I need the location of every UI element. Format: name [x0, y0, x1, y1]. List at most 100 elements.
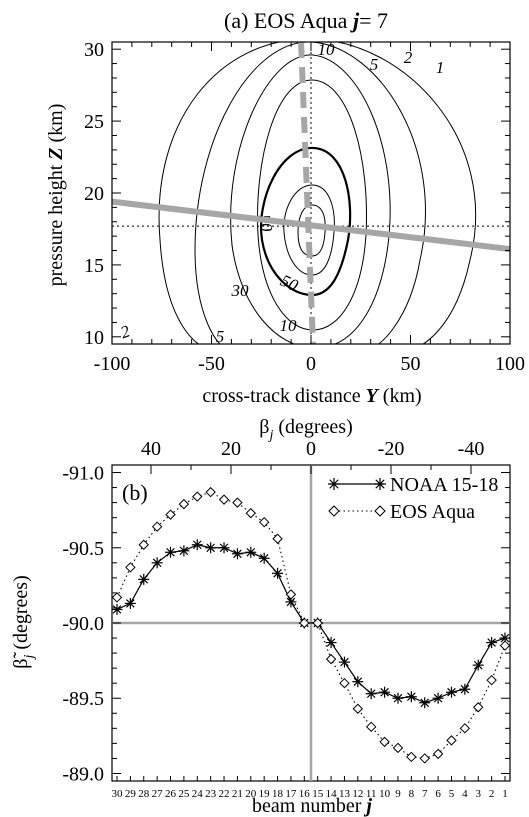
beam-number-label: 18 [272, 788, 284, 800]
beam-number-label: 27 [152, 788, 164, 800]
y-tick-label-a: 10 [84, 327, 104, 349]
y-tick-label-b: -89.0 [62, 763, 104, 785]
y-tick-label-a: 30 [84, 39, 104, 61]
x-axis-label-b: beam number j [252, 795, 372, 817]
beam-number-label: 16 [299, 788, 311, 800]
data-point-aqua [165, 509, 176, 520]
y-tick-label-b: -90.0 [62, 613, 104, 635]
ylabel-unit: (km) [45, 104, 67, 148]
data-point-noaa [325, 637, 337, 649]
beam-number-label: 25 [178, 788, 190, 800]
data-point-aqua [245, 507, 257, 519]
beam-number-label: 7 [422, 788, 428, 800]
data-point-noaa [231, 548, 243, 560]
top-axis-symbol: β [259, 416, 269, 438]
scan-dashed-line [298, 42, 316, 344]
legend-diamond [328, 505, 340, 517]
data-point-noaa [178, 545, 190, 557]
beam-number-label: 23 [205, 788, 217, 800]
beam-number-label: 8 [409, 788, 415, 800]
data-point-aqua [486, 674, 497, 686]
data-point-aqua [218, 494, 230, 505]
line-panel: βj (degrees) 30 29 28 27 26 25 24 23 22 21 20 19 18 1… [10, 416, 511, 817]
x-tick-label-a: 0 [306, 353, 316, 375]
data-point-aqua [419, 753, 430, 764]
contour-panel: (a) EOS Aqua j= 7 10 5 2 1 50 [45, 8, 525, 407]
data-point-noaa [472, 659, 484, 671]
contour-label: 2 [118, 321, 133, 342]
top-axis-unit: (degrees) [273, 416, 352, 438]
data-point-noaa [272, 567, 284, 579]
data-point-aqua [258, 516, 270, 528]
xlabel-var: Y [366, 385, 380, 407]
data-point-noaa [138, 573, 150, 585]
beam-number-label: 28 [138, 788, 150, 800]
panel-b-label: (b) [122, 480, 148, 505]
data-point-aqua [178, 498, 190, 510]
data-point-aqua [151, 521, 163, 532]
data-point-noaa [111, 603, 123, 615]
y-tick-label-a: 25 [84, 111, 104, 133]
data-point-aqua [365, 721, 377, 733]
top-axis-sub: j [267, 428, 273, 443]
data-point-aqua [272, 533, 283, 544]
ylabel-text: pressure height [45, 160, 67, 287]
xlabel-unit: (km) [378, 385, 422, 407]
contour-label: 50 [278, 271, 302, 296]
data-point-noaa [392, 692, 404, 704]
data-point-noaa [191, 539, 203, 551]
data-point-aqua [446, 735, 457, 746]
data-point-noaa [352, 676, 364, 688]
top-tick-label: 40 [141, 438, 161, 460]
x-tick-label-a: 50 [401, 353, 421, 375]
legend-label-noaa: NOAA 15-18 [390, 474, 498, 496]
data-point-aqua [473, 702, 484, 713]
chart-a-title: (a) EOS Aqua j= 7 [224, 8, 388, 33]
data-point-noaa [486, 637, 498, 649]
legend-label-aqua: EOS Aqua [390, 501, 475, 523]
beam-number-label: 14 [326, 788, 338, 800]
contour-label: 10 [318, 40, 336, 59]
data-point-aqua [499, 640, 511, 651]
top-axis-label: βj (degrees) [259, 416, 352, 443]
y-tick-label-a: 15 [84, 255, 104, 277]
contour-label: 10 [280, 316, 298, 335]
data-point-aqua [285, 589, 297, 600]
beam-number-label: 12 [352, 788, 363, 800]
beam-number-label: 30 [112, 788, 124, 800]
beam-number-label: 29 [125, 788, 137, 800]
data-point-noaa [379, 686, 391, 698]
top-tick-label: -20 [378, 438, 405, 460]
ylabel-unit-b: (degrees) [10, 575, 32, 654]
contour-lines [158, 42, 476, 344]
data-point-noaa [124, 597, 136, 609]
data-point-aqua [392, 742, 404, 754]
data-point-aqua [299, 617, 310, 629]
xlabel-text-b: beam number [252, 795, 366, 817]
data-point-noaa [432, 692, 444, 704]
beam-number-label: 17 [285, 788, 297, 800]
data-point-aqua [352, 703, 364, 714]
beam-number-label: 10 [379, 788, 391, 800]
beam-number-label: 15 [312, 788, 324, 800]
series-group [111, 486, 511, 764]
legend: NOAA 15-18 EOS Aqua [328, 474, 498, 523]
contour-2pct [194, 42, 426, 344]
data-point-noaa [338, 656, 350, 668]
y-tick-label-b: -89.5 [62, 688, 104, 710]
y-axis-label-a: pressure height Z (km) [45, 104, 67, 287]
data-point-aqua [379, 736, 390, 748]
title-suffix: = 7 [359, 8, 388, 33]
ylabel-var: Z [45, 148, 67, 161]
data-point-aqua [325, 653, 337, 665]
contour-label: 2 [404, 48, 413, 67]
x-tick-label-a: 100 [495, 353, 525, 375]
y-tick-label-b: -90.5 [62, 538, 104, 560]
ylabel-sub-b: j [22, 655, 37, 661]
data-point-aqua [138, 539, 149, 550]
top-tick-label: 20 [221, 438, 241, 460]
data-point-noaa [258, 552, 270, 564]
data-point-noaa [205, 542, 217, 554]
beam-number-label: 2 [489, 788, 495, 800]
